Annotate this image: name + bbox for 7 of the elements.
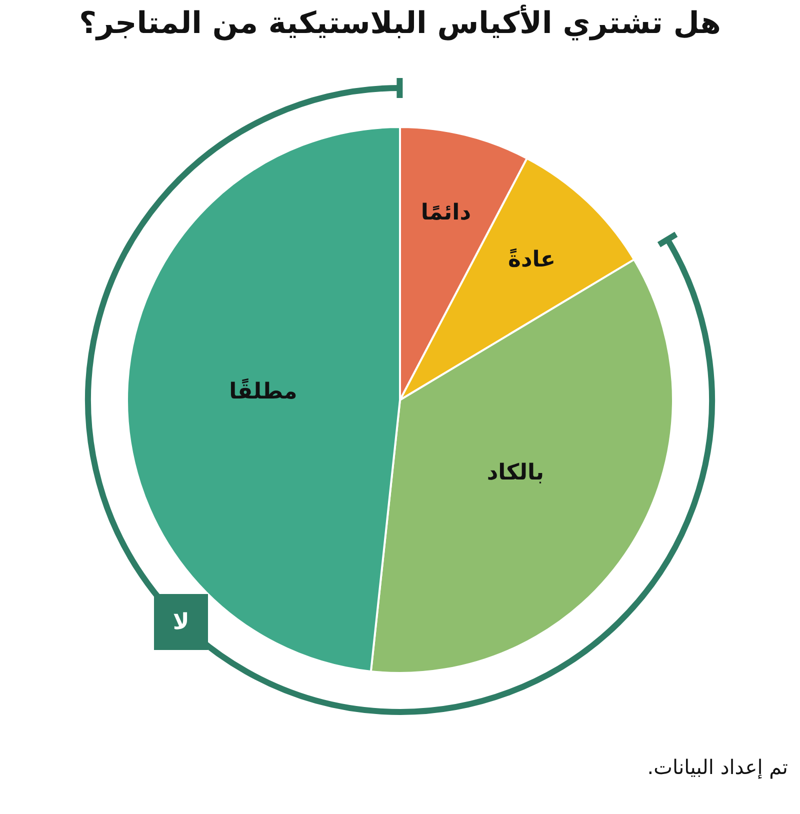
slice-label: مطلقًا [229,377,298,404]
text: تم إعداد البيانات. [646,754,788,781]
slice-label: دائمًا [420,200,471,226]
text: لا [154,594,208,650]
chart-title: هل تشتري الأكياس البلاستيكية من المتاجر؟ [78,6,722,41]
slice-label: بالكاد [486,460,544,486]
slice-label: عادةً [508,247,556,272]
